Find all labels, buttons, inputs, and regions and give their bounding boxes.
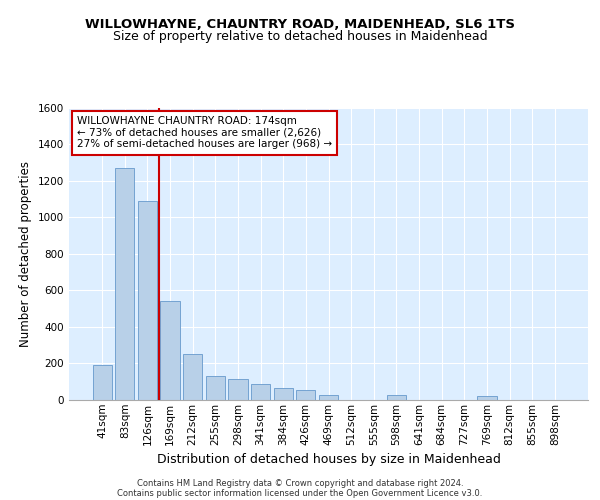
Bar [206,376,225,400]
Bar [296,390,316,400]
Bar [319,394,338,400]
Y-axis label: Number of detached properties: Number of detached properties [19,161,32,347]
Text: Contains public sector information licensed under the Open Government Licence v3: Contains public sector information licen… [118,488,482,498]
Bar [387,394,406,400]
Text: Size of property relative to detached houses in Maidenhead: Size of property relative to detached ho… [113,30,487,43]
Bar [251,384,270,400]
Text: WILLOWHAYNE, CHAUNTRY ROAD, MAIDENHEAD, SL6 1TS: WILLOWHAYNE, CHAUNTRY ROAD, MAIDENHEAD, … [85,18,515,30]
Bar [92,366,112,400]
Bar [160,302,180,400]
Bar [229,379,248,400]
Bar [477,396,497,400]
Bar [138,200,157,400]
X-axis label: Distribution of detached houses by size in Maidenhead: Distribution of detached houses by size … [157,453,500,466]
Bar [115,168,134,400]
Bar [183,354,202,400]
Bar [274,388,293,400]
Text: WILLOWHAYNE CHAUNTRY ROAD: 174sqm
← 73% of detached houses are smaller (2,626)
2: WILLOWHAYNE CHAUNTRY ROAD: 174sqm ← 73% … [77,116,332,150]
Text: Contains HM Land Registry data © Crown copyright and database right 2024.: Contains HM Land Registry data © Crown c… [137,478,463,488]
